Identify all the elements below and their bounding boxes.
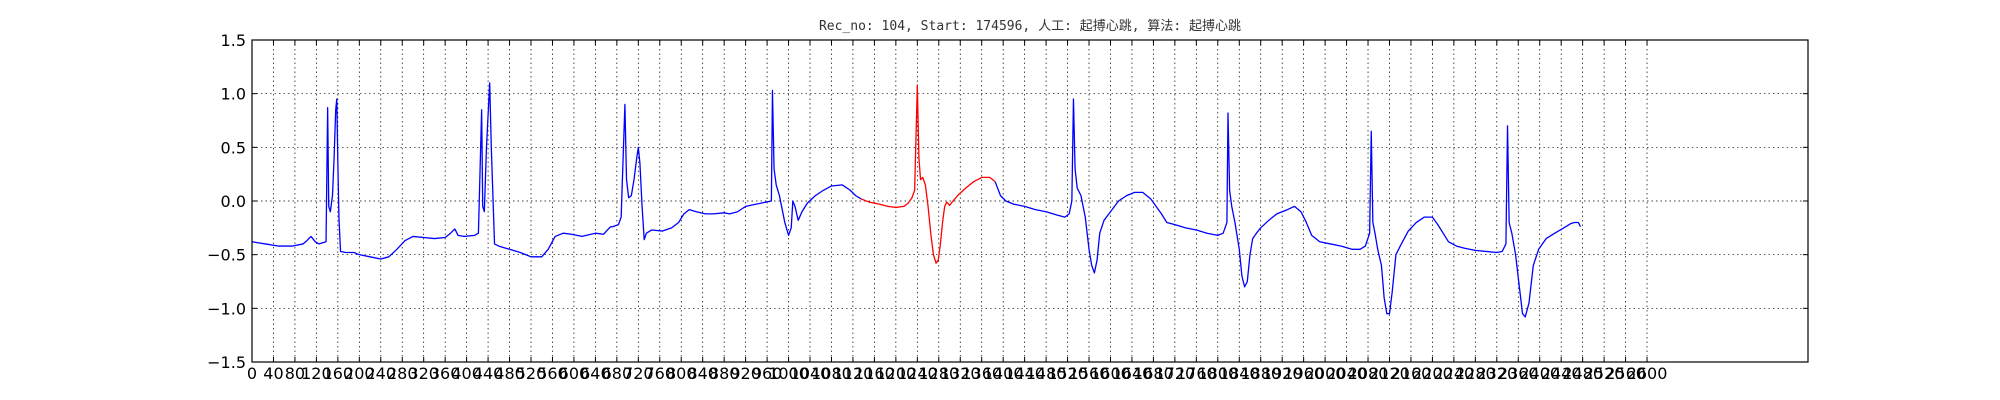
x-tick-label: 720: [623, 364, 654, 383]
y-tick-label: −1.5: [207, 353, 246, 372]
x-tick-label: 1360: [961, 364, 1002, 383]
x-tick-label: 2360: [1498, 364, 1539, 383]
y-tick-label: 1.0: [221, 85, 246, 104]
x-tick-label: 800: [666, 364, 697, 383]
x-tick-label: 1600: [1090, 364, 1131, 383]
x-tick-label: 1320: [940, 364, 981, 383]
x-tick-label: 840: [687, 364, 718, 383]
x-tick-label: 1400: [983, 364, 1024, 383]
x-tick-label: 1040: [790, 364, 831, 383]
x-tick-label: 1240: [897, 364, 938, 383]
x-tick-label: 2120: [1369, 364, 1410, 383]
x-tick-label: 1560: [1069, 364, 1110, 383]
x-tick-label: 920: [730, 364, 761, 383]
ticks: 0 40 8012016020024028032036040044048052056…: [207, 31, 1808, 383]
x-tick-label: 2520: [1584, 364, 1625, 383]
x-tick-label: 2480: [1562, 364, 1603, 383]
x-tick-label: 2600: [1627, 364, 1668, 383]
grid: [252, 40, 1808, 362]
x-tick-label: 480: [494, 364, 525, 383]
x-tick-label: 1080: [811, 364, 852, 383]
x-tick-label: 1800: [1197, 364, 1238, 383]
x-tick-label: 200: [344, 364, 375, 383]
x-tick-label: 360: [430, 364, 461, 383]
x-tick-label: 1840: [1219, 364, 1260, 383]
x-tick-label: 520: [516, 364, 547, 383]
x-tick-label: 1640: [1112, 364, 1153, 383]
x-tick-label: 400: [451, 364, 482, 383]
x-tick-label: 1440: [1004, 364, 1045, 383]
y-tick-label: 0.0: [221, 192, 246, 211]
x-tick-label: 2280: [1455, 364, 1496, 383]
x-tick-label: 80: [285, 364, 305, 383]
x-tick-label: 1000: [768, 364, 809, 383]
x-tick-label: 2080: [1348, 364, 1389, 383]
x-tick-label: 2400: [1519, 364, 1560, 383]
x-tick-label: 440: [473, 364, 504, 383]
x-tick-label: 600: [559, 364, 590, 383]
x-tick-label: 760: [645, 364, 676, 383]
x-tick-label: 1680: [1133, 364, 1174, 383]
x-tick-label: 560: [537, 364, 568, 383]
x-tick-label: 960: [752, 364, 783, 383]
series-layer: [251, 82, 1582, 318]
plot-frame: [251, 39, 1809, 363]
x-tick-label: 2160: [1391, 364, 1432, 383]
x-tick-label: 320: [408, 364, 439, 383]
x-tick-label: 120: [301, 364, 332, 383]
x-tick-label: 640: [580, 364, 611, 383]
x-tick-label: 1280: [918, 364, 959, 383]
x-tick-label: 2440: [1541, 364, 1582, 383]
y-tick-label: −1.0: [207, 299, 246, 318]
x-tick-label: 160: [323, 364, 354, 383]
x-tick-label: 1880: [1240, 364, 1281, 383]
series-line-0: [251, 82, 862, 260]
y-tick-label: −0.5: [207, 246, 246, 265]
x-tick-label: 1960: [1283, 364, 1324, 383]
x-tick-label: 1760: [1176, 364, 1217, 383]
x-tick-label: 280: [387, 364, 418, 383]
x-tick-label: 0: [247, 364, 257, 383]
y-tick-label: 0.5: [221, 138, 246, 157]
x-tick-label: 880: [709, 364, 740, 383]
x-tick-label: 240: [365, 364, 396, 383]
x-tick-label: 1120: [833, 364, 874, 383]
x-tick-label: 1480: [1026, 364, 1067, 383]
x-tick-label: 2240: [1434, 364, 1475, 383]
x-tick-label: 1720: [1155, 364, 1196, 383]
x-tick-label: 2560: [1605, 364, 1646, 383]
series-line-2: [994, 98, 1582, 318]
chart-title: Rec_no: 104, Start: 174596, 人工: 起搏心跳, 算法…: [819, 18, 1241, 34]
x-tick-label: 1520: [1047, 364, 1088, 383]
x-tick-label: 2040: [1326, 364, 1367, 383]
x-tick-label: 1160: [854, 364, 895, 383]
x-tick-label: 40: [263, 364, 283, 383]
x-tick-label: 2320: [1476, 364, 1517, 383]
x-tick-label: 1200: [876, 364, 917, 383]
series-line-1: [860, 84, 996, 264]
y-tick-label: 1.5: [221, 31, 246, 50]
x-tick-label: 2200: [1412, 364, 1453, 383]
x-tick-label: 680: [602, 364, 633, 383]
x-tick-label: 2000: [1305, 364, 1346, 383]
x-tick-label: 1920: [1262, 364, 1303, 383]
